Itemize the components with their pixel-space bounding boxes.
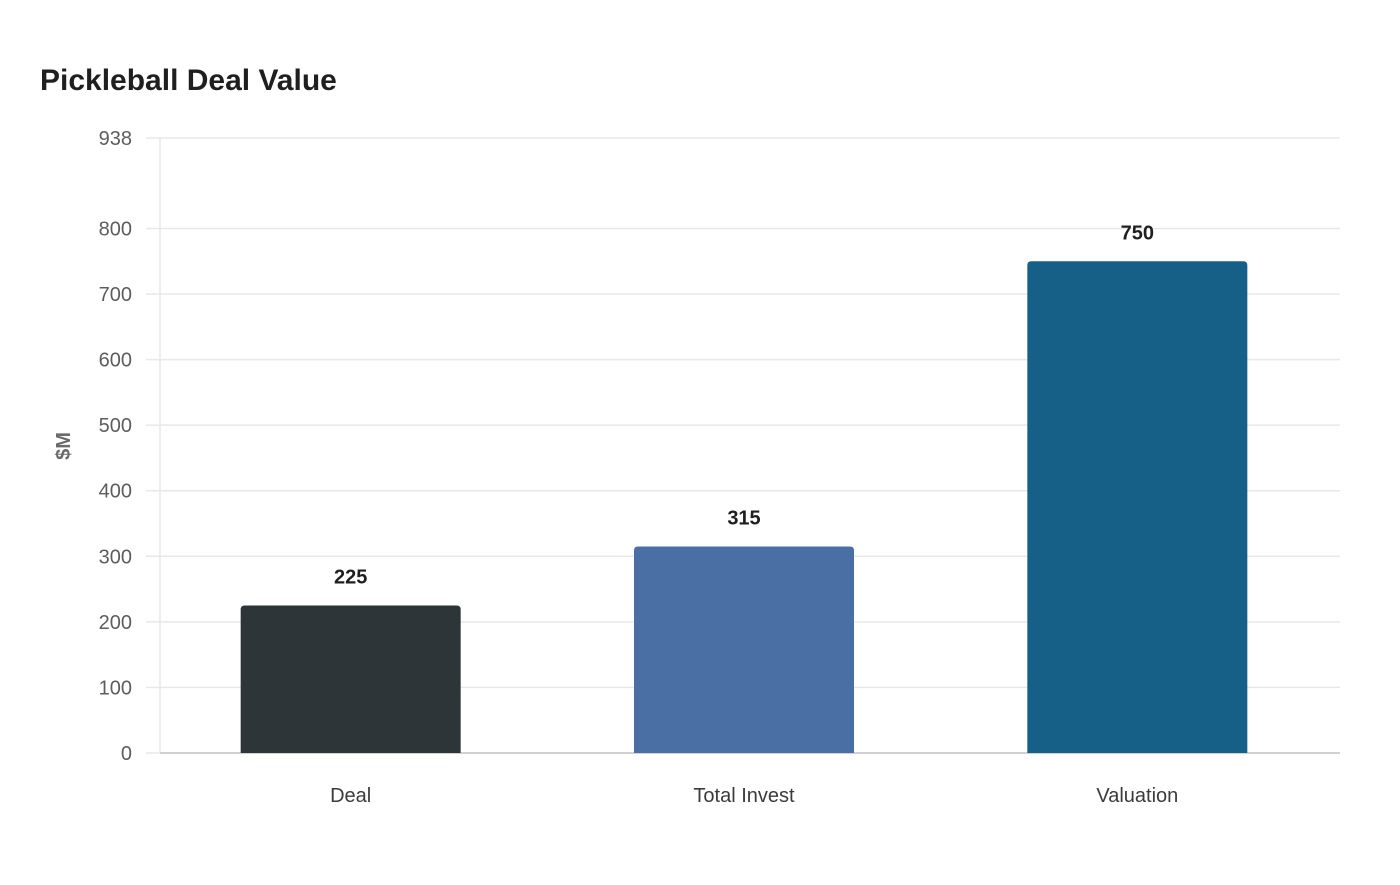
chart-title: Pickleball Deal Value bbox=[40, 64, 337, 97]
y-tick-labels: 0 100 200 300 400 500 600 700 800 938 bbox=[99, 128, 132, 765]
y-tick-label: 400 bbox=[99, 481, 132, 503]
y-tick-label: 800 bbox=[99, 218, 132, 240]
bar-deal bbox=[240, 605, 461, 753]
data-label: 750 bbox=[1121, 222, 1154, 244]
bar-valuation bbox=[1027, 261, 1248, 753]
y-tick-label: 200 bbox=[99, 612, 132, 634]
y-axis-label: $M bbox=[53, 432, 75, 460]
y-tick-label: 100 bbox=[99, 677, 132, 699]
y-tick-label: 0 bbox=[121, 743, 132, 765]
x-tick-label: Deal bbox=[330, 785, 371, 807]
data-label: 315 bbox=[727, 507, 760, 529]
data-labels: 225 315 750 bbox=[334, 222, 1154, 588]
y-tick-label: 600 bbox=[99, 350, 132, 372]
y-tick-label: 938 bbox=[99, 128, 132, 150]
x-tick-labels: Deal Total Invest Valuation bbox=[330, 785, 1178, 807]
x-tick-label: Total Invest bbox=[693, 785, 795, 807]
x-tick-label: Valuation bbox=[1096, 785, 1178, 807]
bars bbox=[240, 261, 1248, 753]
bar-total-invest bbox=[634, 546, 854, 753]
y-tick-label: 700 bbox=[99, 284, 132, 306]
data-label: 225 bbox=[334, 566, 367, 588]
y-tick-label: 300 bbox=[99, 546, 132, 568]
y-tick-label: 500 bbox=[99, 415, 132, 437]
